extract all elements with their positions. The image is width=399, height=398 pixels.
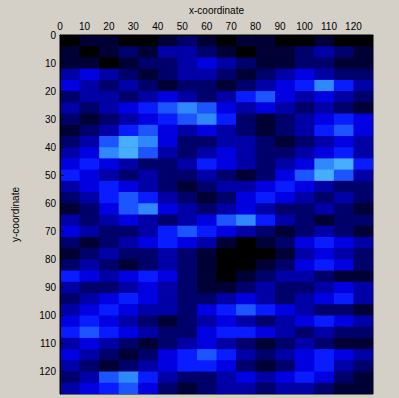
svg-text:50: 50 (177, 21, 189, 32)
svg-text:y-coordinate: y-coordinate (10, 187, 21, 242)
svg-text:80: 80 (45, 254, 57, 265)
svg-text:110: 110 (40, 338, 56, 349)
svg-text:110: 110 (321, 21, 337, 32)
svg-text:90: 90 (45, 282, 57, 293)
svg-text:40: 40 (152, 21, 164, 32)
svg-text:60: 60 (201, 21, 213, 32)
svg-text:70: 70 (226, 21, 238, 32)
svg-text:120: 120 (39, 366, 56, 377)
svg-text:100: 100 (39, 310, 56, 321)
svg-text:40: 40 (45, 142, 57, 153)
svg-text:60: 60 (45, 198, 57, 209)
svg-text:20: 20 (103, 21, 115, 32)
svg-text:120: 120 (345, 21, 362, 32)
svg-text:30: 30 (128, 21, 140, 32)
svg-text:30: 30 (45, 114, 57, 125)
svg-text:100: 100 (296, 21, 313, 32)
svg-text:x-coordinate: x-coordinate (189, 5, 244, 16)
svg-text:20: 20 (45, 86, 57, 97)
svg-text:0: 0 (50, 30, 56, 41)
svg-text:10: 10 (45, 58, 57, 69)
svg-text:80: 80 (250, 21, 262, 32)
svg-text:10: 10 (79, 21, 91, 32)
svg-text:90: 90 (275, 21, 287, 32)
svg-text:70: 70 (45, 226, 57, 237)
svg-text:0: 0 (57, 21, 63, 32)
svg-text:50: 50 (45, 170, 57, 181)
